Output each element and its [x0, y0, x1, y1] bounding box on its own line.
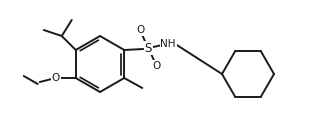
Text: O: O [152, 61, 160, 71]
Text: S: S [145, 41, 152, 55]
Text: O: O [52, 73, 60, 83]
Text: NH: NH [161, 39, 176, 49]
Text: O: O [136, 25, 144, 35]
